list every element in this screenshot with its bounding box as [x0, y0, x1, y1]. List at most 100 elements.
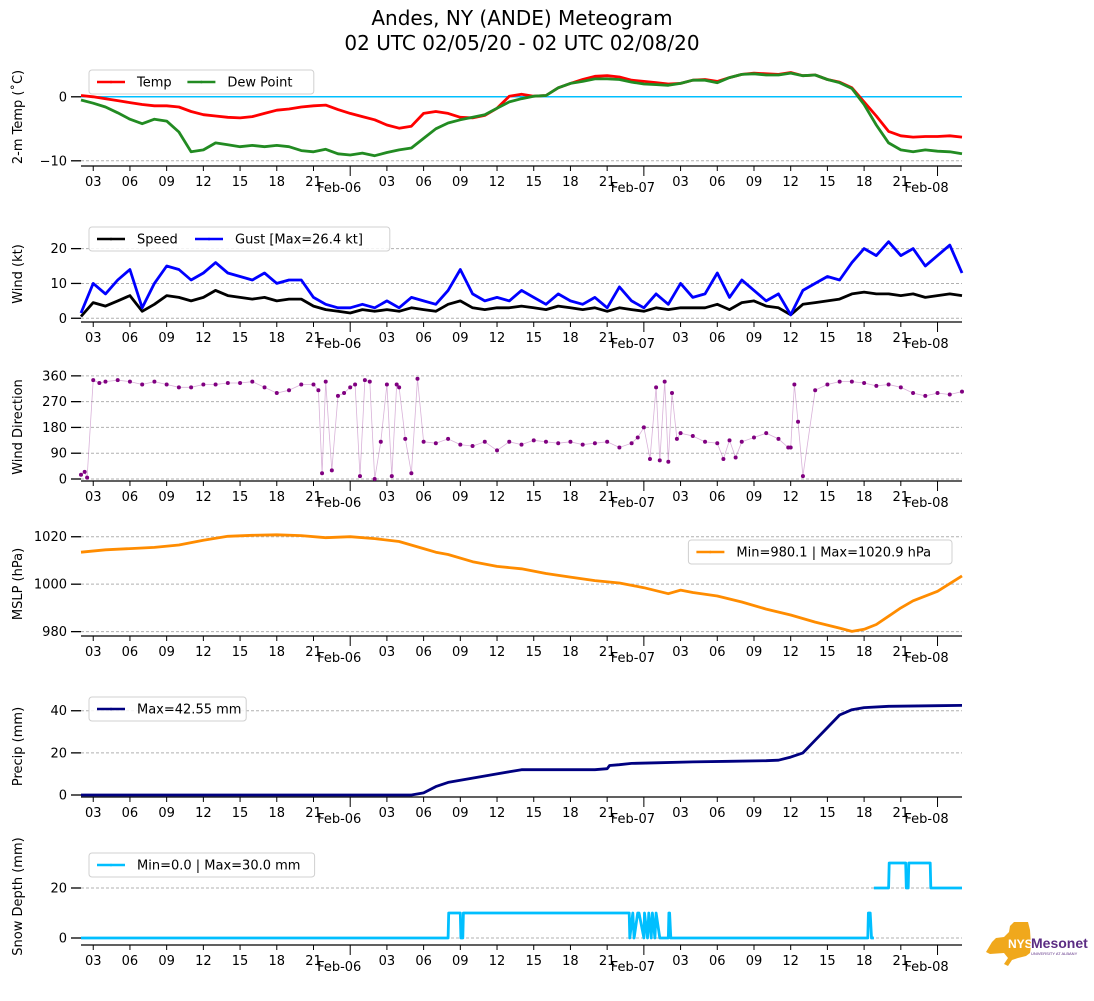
x-tick-label: Feb-06: [317, 181, 361, 196]
y-tick-label: 20: [50, 746, 67, 761]
x-tick-label: Feb-07: [611, 337, 655, 352]
x-tick-label: 15: [819, 175, 836, 190]
data-point: [837, 379, 842, 384]
x-tick-label: 12: [195, 490, 212, 505]
series-line: [80, 533, 963, 633]
series-line: [81, 704, 963, 797]
chart-title-line2: 02 UTC 02/05/20 - 02 UTC 02/08/20: [344, 31, 700, 55]
legend-label: Temp: [136, 76, 172, 91]
y-tick-label: 1000: [34, 578, 67, 593]
x-tick-label: 21: [305, 954, 322, 969]
x-tick-label: 15: [232, 490, 249, 505]
data-point: [629, 441, 634, 446]
y-tick-label: 0: [59, 90, 67, 105]
data-point: [733, 455, 738, 460]
x-tick-label: 03: [672, 331, 689, 346]
x-tick-label: 18: [856, 806, 873, 821]
data-point: [189, 385, 194, 390]
x-tick-label: 18: [856, 331, 873, 346]
x-tick-label: 06: [415, 954, 432, 969]
data-point: [507, 439, 512, 444]
data-point: [372, 477, 377, 481]
x-tick-label: 18: [269, 175, 286, 190]
x-tick-label: Feb-08: [904, 496, 948, 511]
x-tick-label: 09: [452, 175, 469, 190]
x-tick-label: 12: [195, 645, 212, 660]
series-wind-direction: [79, 376, 964, 481]
x-tick-label: 12: [195, 806, 212, 821]
legend-marker: [207, 237, 211, 241]
x-tick-label: 09: [158, 175, 175, 190]
legend-marker: [109, 80, 113, 84]
x-tick-label: 21: [893, 645, 910, 660]
x-tick-label: 06: [415, 175, 432, 190]
x-tick-label: 03: [672, 175, 689, 190]
series-line-segment: [873, 861, 962, 890]
data-point: [415, 376, 420, 381]
data-point: [923, 393, 928, 398]
data-point: [764, 431, 769, 436]
x-tick-label: Feb-07: [611, 651, 655, 666]
x-tick-label: 09: [452, 645, 469, 660]
y-tick-label: 270: [42, 395, 67, 410]
x-tick-label: 15: [525, 490, 542, 505]
y-axis-label: Snow Depth (mm): [11, 837, 26, 955]
data-point: [367, 379, 372, 384]
x-tick-label: 03: [379, 806, 396, 821]
x-tick-label: 21: [599, 331, 616, 346]
x-tick-label: 15: [525, 806, 542, 821]
series-gust-max-26-4-kt-: [79, 240, 964, 317]
x-tick-label: 03: [672, 954, 689, 969]
x-tick-label: 21: [305, 331, 322, 346]
x-tick-label: Feb-06: [317, 812, 361, 827]
x-tick-label: 21: [599, 645, 616, 660]
data-point: [788, 445, 793, 450]
new-york-state-shape-icon: [986, 922, 1031, 966]
data-point: [394, 382, 399, 387]
logo-brand-text: Mesonet: [1031, 935, 1088, 951]
x-tick-label: 09: [158, 806, 175, 821]
x-tick-label: 18: [269, 645, 286, 660]
y-tick-label: 1020: [34, 530, 67, 545]
data-point: [378, 439, 383, 444]
x-tick-label: 06: [415, 331, 432, 346]
series-line: [81, 911, 874, 940]
x-tick-label: Feb-07: [611, 496, 655, 511]
data-point: [384, 382, 389, 387]
data-point: [262, 385, 267, 390]
x-tick-label: Feb-08: [904, 181, 948, 196]
x-tick-label: 03: [379, 954, 396, 969]
x-tick-label: 15: [819, 331, 836, 346]
logo-sub-text: UNIVERSITY AT ALBANY: [1031, 951, 1078, 956]
series-min-0-0-max-30-0-mm: [81, 861, 962, 940]
x-tick-label: 03: [672, 645, 689, 660]
x-tick-label: 09: [452, 331, 469, 346]
x-tick-label: 03: [379, 490, 396, 505]
x-tick-label: 06: [122, 806, 139, 821]
data-point: [647, 456, 652, 461]
legend-marker: [109, 237, 113, 241]
x-tick-label: Feb-07: [611, 960, 655, 975]
x-tick-label: 09: [158, 645, 175, 660]
data-point: [79, 472, 83, 477]
x-tick-label: Feb-06: [317, 337, 361, 352]
series-line: [79, 240, 964, 317]
x-tick-label: 18: [562, 645, 579, 660]
legend-label: Max=42.55 mm: [137, 703, 241, 718]
x-tick-label: 06: [122, 331, 139, 346]
x-tick-label: 18: [269, 490, 286, 505]
data-point: [727, 438, 732, 443]
x-tick-label: 12: [195, 331, 212, 346]
legend: Min=0.0 | Max=30.0 mm: [88, 852, 316, 878]
legend-marker: [200, 80, 203, 84]
x-tick-label: 21: [893, 806, 910, 821]
data-point: [911, 391, 916, 396]
x-tick-label: 06: [709, 331, 726, 346]
data-point: [796, 419, 801, 424]
x-tick-label: 09: [452, 490, 469, 505]
legend-marker: [709, 550, 712, 554]
data-point: [543, 439, 548, 444]
data-point: [792, 382, 797, 387]
data-point: [323, 379, 328, 384]
y-tick-label: 0: [59, 473, 67, 488]
